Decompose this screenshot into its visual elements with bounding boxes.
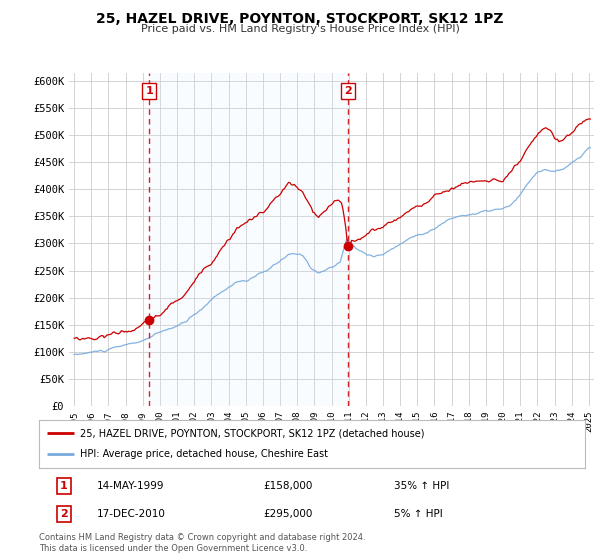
Text: 25, HAZEL DRIVE, POYNTON, STOCKPORT, SK12 1PZ: 25, HAZEL DRIVE, POYNTON, STOCKPORT, SK1… [96, 12, 504, 26]
Text: 14-MAY-1999: 14-MAY-1999 [97, 480, 164, 491]
Text: 25, HAZEL DRIVE, POYNTON, STOCKPORT, SK12 1PZ (detached house): 25, HAZEL DRIVE, POYNTON, STOCKPORT, SK1… [80, 428, 424, 438]
Text: 1: 1 [59, 480, 67, 491]
Text: 2: 2 [59, 509, 67, 519]
Text: 2: 2 [344, 86, 352, 96]
Text: 5% ↑ HPI: 5% ↑ HPI [394, 509, 443, 519]
Text: HPI: Average price, detached house, Cheshire East: HPI: Average price, detached house, Ches… [80, 449, 328, 459]
Text: 35% ↑ HPI: 35% ↑ HPI [394, 480, 449, 491]
Bar [149, 73, 348, 406]
Text: £295,000: £295,000 [263, 509, 312, 519]
Text: £158,000: £158,000 [263, 480, 312, 491]
Text: Price paid vs. HM Land Registry's House Price Index (HPI): Price paid vs. HM Land Registry's House … [140, 24, 460, 34]
Text: Contains HM Land Registry data © Crown copyright and database right 2024.
This d: Contains HM Land Registry data © Crown c… [39, 533, 365, 553]
Text: 17-DEC-2010: 17-DEC-2010 [97, 509, 165, 519]
Text: 1: 1 [145, 86, 153, 96]
